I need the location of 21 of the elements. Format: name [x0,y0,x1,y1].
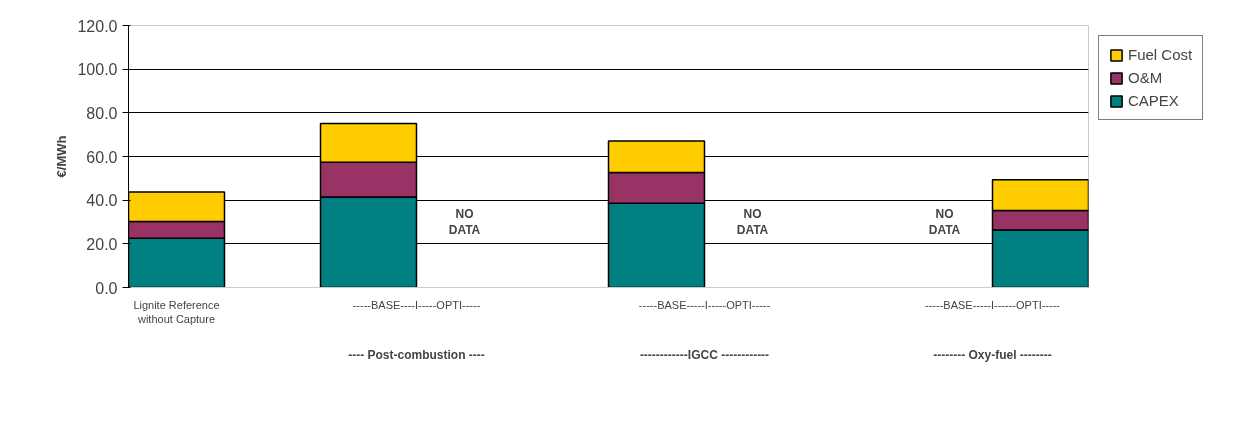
y-tick-label: 20.0 [86,235,118,253]
text: -----BASE-----I------OPTI----- [925,298,1061,311]
y-tick-label: 80.0 [86,104,118,122]
legend-label: CAPEX [1128,92,1179,109]
text: ------------IGCC ------------ [639,347,770,362]
annotation: NO DATA [736,206,769,238]
text: ---- Post-combustion ---- [348,347,485,362]
legend-label: O&M [1128,69,1163,86]
annotation: NO DATA [448,206,481,238]
text: -----BASE-----I-----OPTI----- [638,298,771,311]
y-tick-label: 100.0 [77,61,118,79]
annotation: NO DATA [928,206,961,238]
x-tick-label: Lignite Reference without Capture [133,298,220,325]
y-tick-label: 120.0 [77,17,118,35]
text: -------- Oxy-fuel -------- [933,347,1052,362]
y-tick-label: 0.0 [95,279,118,297]
y-tick-label: 60.0 [86,148,118,166]
legend-label: Fuel Cost [1128,46,1193,63]
y-tick-label: 40.0 [86,192,118,210]
text: -----BASE----I-----OPTI----- [352,298,481,311]
y-axis-title: €/MWh [54,135,70,178]
